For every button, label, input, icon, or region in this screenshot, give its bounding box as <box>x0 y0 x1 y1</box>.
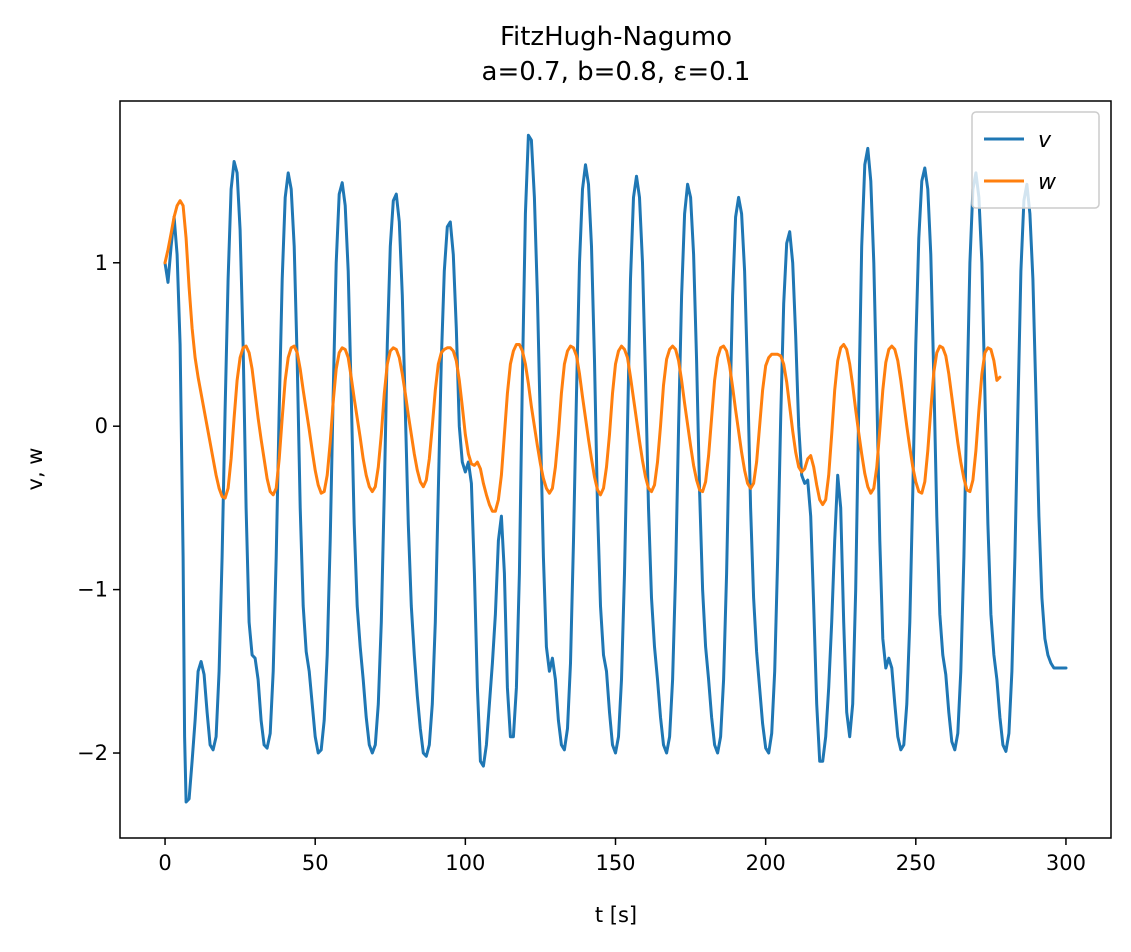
y-tick-label: 0 <box>95 414 108 438</box>
y-axis: −2 −1 0 1 <box>77 251 120 765</box>
x-tick-label: 250 <box>896 851 936 875</box>
plot-area <box>163 133 1068 804</box>
y-tick-label: −1 <box>77 578 108 602</box>
y-tick-label: −2 <box>77 741 108 765</box>
chart-subtitle: a=0.7, b=0.8, ε=0.1 <box>482 57 751 87</box>
x-tick-label: 0 <box>158 851 171 875</box>
legend: vw <box>971 111 1100 209</box>
y-tick-label: 1 <box>95 251 108 275</box>
y-axis-label: v, w <box>23 448 47 491</box>
x-tick-label: 100 <box>445 851 485 875</box>
series-line-v <box>163 133 1068 804</box>
series-line-w <box>163 199 1002 513</box>
legend-label-w: w <box>1038 170 1057 195</box>
x-tick-label: 300 <box>1046 851 1086 875</box>
x-axis: 0 50 100 150 200 250 300 <box>158 838 1086 875</box>
x-tick-label: 50 <box>302 851 329 875</box>
legend-box <box>971 111 1100 209</box>
legend-label-v: v <box>1038 128 1052 153</box>
x-tick-label: 200 <box>746 851 786 875</box>
chart-title: FitzHugh-Nagumo <box>500 22 732 52</box>
x-axis-label: t [s] <box>595 903 637 927</box>
x-tick-label: 150 <box>595 851 635 875</box>
